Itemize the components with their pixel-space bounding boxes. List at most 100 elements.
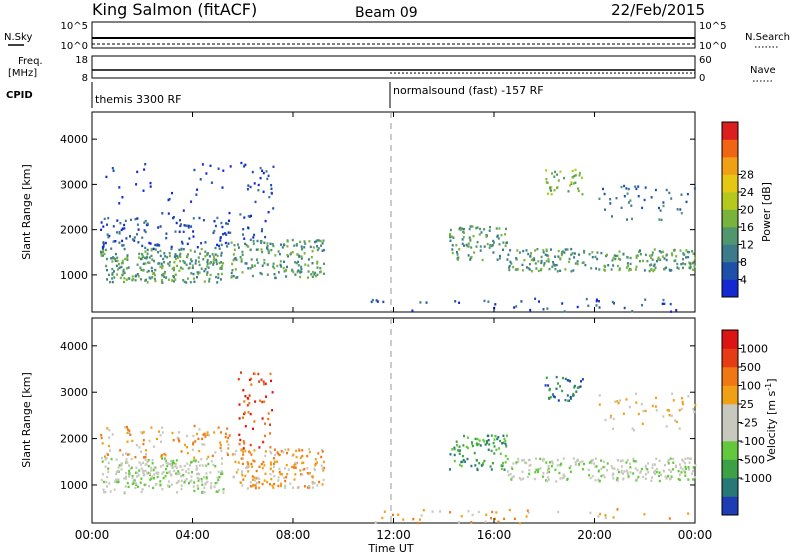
power-cell — [186, 253, 189, 256]
velocity-cell — [136, 485, 139, 488]
velocity-cell — [270, 452, 273, 455]
power-cell — [230, 241, 233, 244]
velocity-y-axis-label: Slant Range [km] — [20, 372, 33, 468]
velocity-cell — [636, 478, 639, 481]
velocity-cell — [510, 478, 513, 481]
power-cell — [581, 193, 584, 196]
velocity-cell — [224, 435, 227, 439]
power-cell — [169, 254, 171, 258]
velocity-cell — [260, 378, 263, 381]
power-cell — [198, 271, 201, 274]
velocity-cell — [179, 464, 182, 468]
velocity-cell — [218, 475, 221, 479]
power-cell — [571, 252, 574, 255]
power-cell — [134, 275, 137, 278]
velocity-cell — [651, 404, 654, 408]
power-cell — [567, 190, 570, 193]
velocity-colorbar-swatch — [722, 348, 738, 368]
power-cell — [150, 249, 153, 252]
power-cell — [118, 241, 121, 244]
velocity-cell — [475, 458, 478, 462]
date-title: 22/Feb/2015 — [611, 1, 705, 19]
power-cell — [456, 258, 459, 261]
power-cell — [603, 264, 606, 268]
velocity-cell — [210, 485, 213, 488]
velocity-cell — [186, 446, 189, 449]
power-cell — [286, 240, 289, 243]
power-cell — [243, 165, 246, 168]
power-cell — [200, 267, 203, 270]
velocity-cell — [629, 462, 632, 466]
power-cell — [545, 178, 548, 181]
power-cell — [606, 253, 608, 257]
velocity-cell — [285, 463, 288, 467]
power-cell — [136, 233, 138, 236]
power-cell — [139, 257, 142, 261]
power-cell — [167, 278, 170, 281]
velocity-cell — [510, 466, 513, 469]
power-cell — [661, 302, 664, 305]
velocity-cell — [641, 422, 644, 425]
velocity-cell — [602, 465, 605, 469]
velocity-cell — [647, 471, 650, 474]
velocity-cell — [525, 461, 528, 465]
velocity-cell — [120, 464, 123, 467]
power-cell — [573, 252, 576, 255]
power-cell — [297, 269, 300, 272]
power-cell — [182, 230, 185, 233]
velocity-cell — [595, 465, 598, 468]
power-cell — [121, 244, 124, 247]
velocity-cell — [197, 479, 200, 482]
velocity-cell — [291, 465, 293, 469]
power-cell — [173, 255, 176, 258]
power-cell — [641, 206, 644, 210]
velocity-cell — [208, 434, 210, 437]
velocity-cell — [295, 455, 298, 459]
power-cell — [179, 224, 182, 228]
velocity-cell — [625, 461, 628, 464]
power-cell — [545, 249, 548, 253]
power-cell — [220, 261, 223, 264]
nave-label: Nave — [750, 65, 776, 76]
power-cell — [630, 204, 633, 207]
power-cell — [320, 244, 322, 247]
velocity-cell — [104, 455, 106, 458]
power-cell — [492, 251, 495, 254]
velocity-cell — [521, 459, 523, 462]
velocity-cell — [642, 409, 645, 413]
velocity-cell — [489, 465, 492, 468]
velocity-cell — [214, 451, 217, 454]
velocity-cell — [140, 490, 143, 494]
power-cell — [123, 271, 126, 274]
velocity-cell — [694, 404, 697, 407]
velocity-cell — [557, 399, 560, 402]
power-cell — [219, 236, 222, 239]
power-cell — [665, 188, 668, 192]
power-cell — [661, 255, 664, 258]
velocity-cell — [675, 420, 678, 424]
velocity-cell — [689, 457, 692, 460]
velocity-cell — [161, 488, 164, 491]
velocity-cell — [644, 467, 647, 470]
velocity-cell — [219, 431, 222, 434]
power-cell — [100, 253, 103, 257]
velocity-cell — [177, 438, 180, 441]
velocity-cell — [658, 471, 661, 474]
power-cell — [291, 268, 294, 272]
velocity-cell — [181, 468, 184, 471]
power-cell — [143, 168, 146, 171]
power-cell — [578, 253, 581, 256]
power-cell — [552, 260, 555, 264]
velocity-cell — [612, 417, 615, 421]
power-cell — [174, 253, 177, 256]
power-cell — [219, 239, 222, 242]
velocity-cell — [216, 490, 219, 493]
power-cell — [530, 252, 532, 255]
velocity-cell — [683, 469, 686, 473]
power-cell — [617, 257, 620, 260]
velocity-cell — [655, 409, 658, 412]
velocity-y-tick-label: 1000 — [60, 479, 88, 492]
velocity-cell — [220, 449, 223, 453]
power-cell — [266, 247, 269, 250]
